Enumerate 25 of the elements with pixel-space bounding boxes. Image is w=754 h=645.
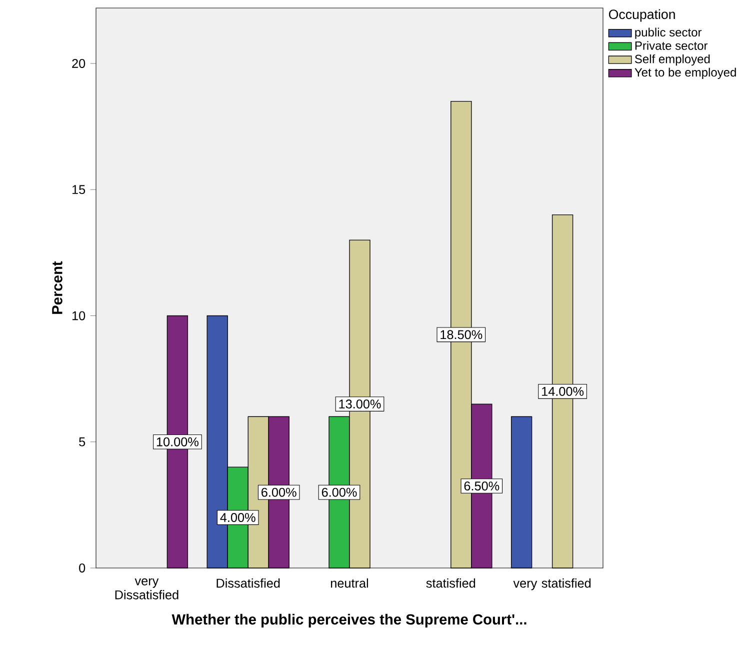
legend-label: Yet to be employed	[634, 68, 736, 79]
y-axis-title: Percent	[52, 261, 62, 314]
x-tick-label: very Dissatisfied	[115, 578, 178, 600]
legend-title: Occupation	[608, 9, 675, 22]
y-tick-label: 20	[72, 59, 86, 68]
y-tick-label: 10	[72, 311, 86, 320]
x-tick-label: very statisfied	[513, 578, 591, 590]
data-label: 6.50%	[464, 482, 500, 490]
data-label: 18.50%	[440, 330, 482, 340]
data-label: 6.00%	[322, 488, 357, 497]
data-label: 4.00%	[220, 513, 256, 522]
legend-label: Private sector	[635, 41, 708, 50]
y-tick-label: 0	[79, 564, 86, 572]
data-label: 14.00%	[542, 386, 584, 396]
x-tick-label: neutral	[330, 578, 368, 588]
data-label: 10.00%	[156, 437, 198, 446]
x-tick-label: Dissatisfied	[216, 578, 280, 588]
legend-label: Self employed	[634, 54, 710, 66]
y-tick-label: 15	[72, 185, 86, 194]
x-axis-title: Whether the public perceives the Supreme Court'...	[172, 614, 526, 628]
legend-label: public sector	[635, 28, 702, 39]
y-tick-label: 5	[79, 437, 86, 446]
data-label: 6.00%	[262, 488, 296, 497]
x-tick-label: statisfied	[426, 578, 476, 588]
data-label: 13.00%	[339, 400, 381, 409]
